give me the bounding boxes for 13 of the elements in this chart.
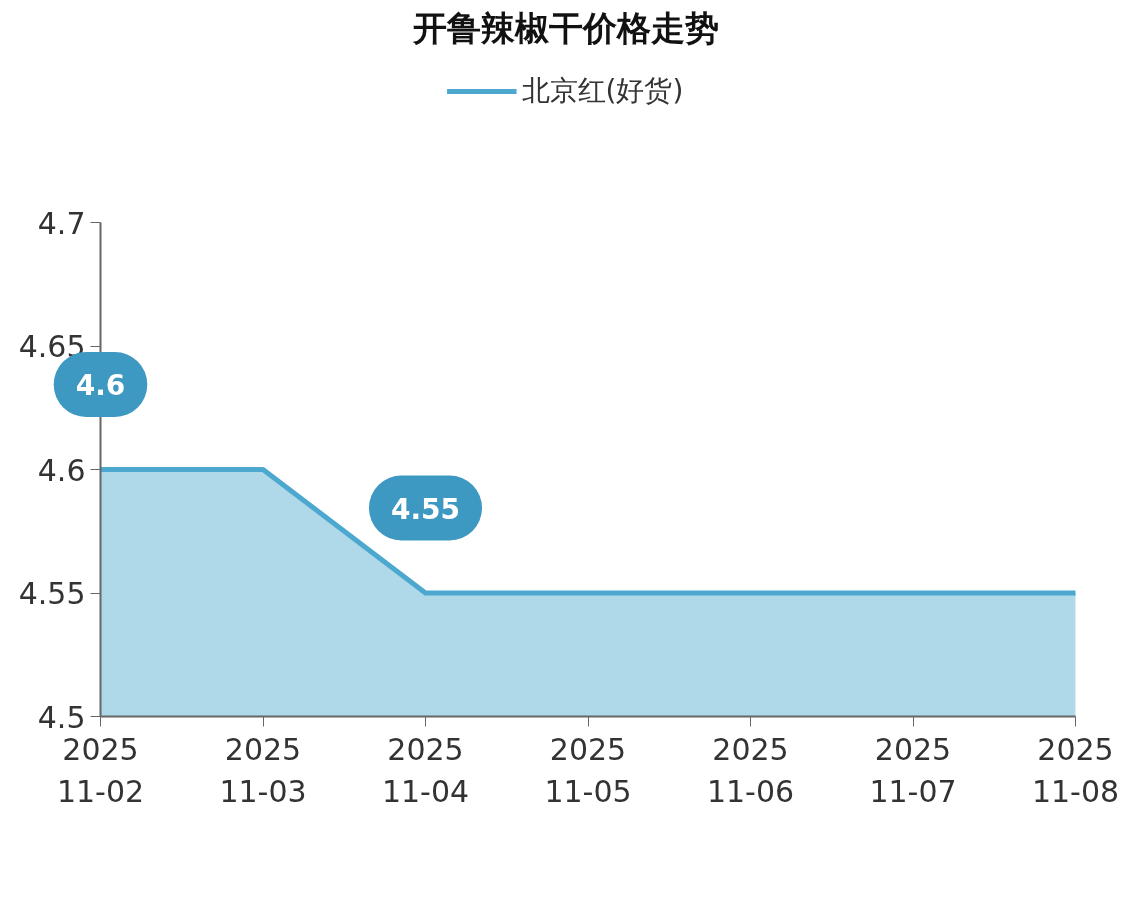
y-tick-label: 4.55 [18, 576, 86, 611]
x-tick-label: 2025 11-07 [869, 731, 957, 809]
annotation: 4.6 [75, 369, 126, 402]
x-tick-label: 2025 11-08 [1031, 731, 1120, 809]
annotation: 4.55 [390, 492, 461, 526]
x-tick-label: 2025 11-06 [706, 731, 795, 809]
x-tick-label: 2025 11-05 [544, 731, 632, 809]
y-tick-label: 4.7 [37, 205, 86, 241]
y-tick-label: 4.6 [37, 452, 86, 488]
x-tick-label: 2025 11-04 [381, 731, 470, 809]
x-tick-label: 2025 11-03 [219, 731, 307, 809]
chart-title: 开鲁辣椒干价格走势 [411, 7, 719, 48]
legend-label: 北京红(好货) [521, 73, 684, 109]
